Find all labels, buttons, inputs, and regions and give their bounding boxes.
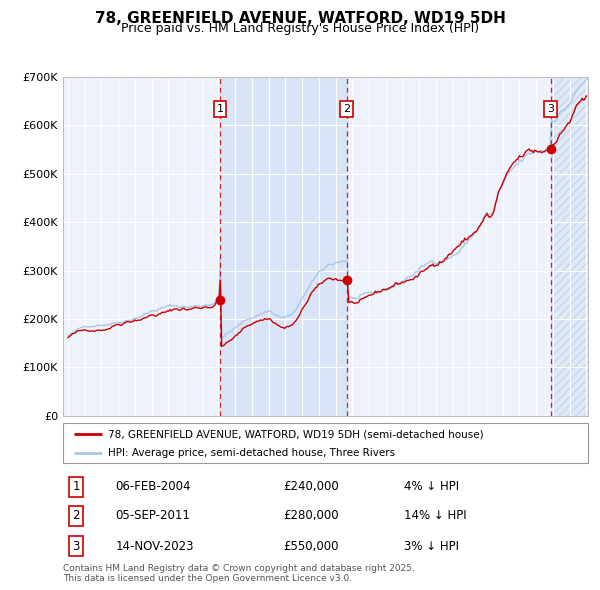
Text: £550,000: £550,000	[284, 539, 339, 553]
FancyBboxPatch shape	[63, 423, 588, 463]
Text: HPI: Average price, semi-detached house, Three Rivers: HPI: Average price, semi-detached house,…	[107, 448, 395, 458]
Text: £240,000: £240,000	[284, 480, 339, 493]
Bar	[220, 77, 347, 416]
Text: 06-FEB-2004: 06-FEB-2004	[115, 480, 191, 493]
Text: £280,000: £280,000	[284, 509, 339, 523]
Text: 78, GREENFIELD AVENUE, WATFORD, WD19 5DH (semi-detached house): 78, GREENFIELD AVENUE, WATFORD, WD19 5DH…	[107, 430, 483, 440]
Text: 05-SEP-2011: 05-SEP-2011	[115, 509, 190, 523]
Text: 3: 3	[547, 104, 554, 114]
Text: 2: 2	[73, 509, 80, 523]
Text: 14-NOV-2023: 14-NOV-2023	[115, 539, 194, 553]
Text: 1: 1	[73, 480, 80, 493]
Text: Price paid vs. HM Land Registry's House Price Index (HPI): Price paid vs. HM Land Registry's House …	[121, 22, 479, 35]
Text: Contains HM Land Registry data © Crown copyright and database right 2025.
This d: Contains HM Land Registry data © Crown c…	[63, 563, 415, 583]
Bar	[551, 77, 595, 416]
Text: 3% ↓ HPI: 3% ↓ HPI	[404, 539, 459, 553]
Text: 2: 2	[343, 104, 350, 114]
Text: 4% ↓ HPI: 4% ↓ HPI	[404, 480, 460, 493]
Text: 14% ↓ HPI: 14% ↓ HPI	[404, 509, 467, 523]
Text: 78, GREENFIELD AVENUE, WATFORD, WD19 5DH: 78, GREENFIELD AVENUE, WATFORD, WD19 5DH	[95, 11, 505, 25]
Text: 1: 1	[217, 104, 223, 114]
Text: 3: 3	[73, 539, 80, 553]
